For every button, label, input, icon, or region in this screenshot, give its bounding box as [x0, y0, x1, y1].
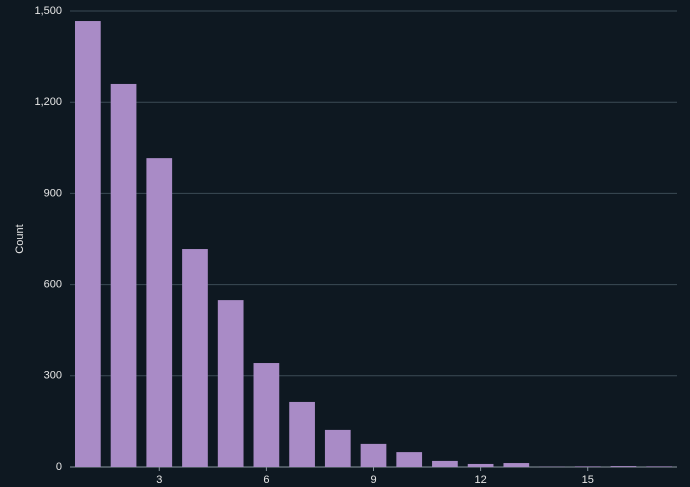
y-tick-label: 1,500 [34, 5, 62, 17]
bar [467, 463, 494, 467]
bar [253, 363, 280, 467]
y-tick-label: 900 [44, 187, 62, 199]
bar [360, 443, 387, 467]
y-axis-label: Count [14, 224, 26, 253]
x-tick-label: 9 [370, 474, 376, 486]
bar [182, 249, 208, 467]
x-tick-label: 3 [156, 474, 162, 486]
bar [217, 300, 244, 467]
bar [110, 83, 137, 468]
bar [324, 429, 351, 467]
x-tick-label: 6 [263, 474, 269, 486]
y-tick-label: 1,200 [34, 96, 62, 108]
x-tick-label: 12 [474, 474, 486, 486]
bar [396, 452, 423, 467]
bar [503, 463, 530, 467]
bar [574, 466, 601, 467]
bar [289, 401, 315, 467]
y-tick-label: 300 [44, 370, 62, 382]
bar [146, 158, 173, 468]
y-tick-label: 600 [44, 279, 62, 291]
x-tick-label: 15 [582, 474, 594, 486]
bar [74, 21, 101, 467]
y-tick-label: 0 [56, 461, 62, 473]
bar [646, 466, 673, 467]
bar [610, 466, 637, 467]
bar [432, 460, 458, 467]
